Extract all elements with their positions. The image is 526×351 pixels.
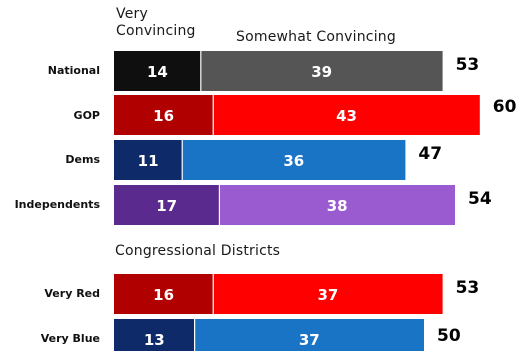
value-label-very-very-red: 16 bbox=[153, 286, 174, 304]
total-label-national: 53 bbox=[456, 55, 480, 75]
value-label-very-independents: 17 bbox=[156, 197, 177, 215]
bar-very-very-red bbox=[114, 274, 214, 314]
bar-very-dems bbox=[114, 140, 183, 180]
value-label-somewhat-independents: 38 bbox=[327, 197, 348, 215]
value-label-somewhat-gop: 43 bbox=[336, 107, 357, 125]
bar-somewhat-gop bbox=[213, 95, 480, 135]
row-label-gop: GOP bbox=[73, 109, 100, 122]
value-label-somewhat-very-blue: 37 bbox=[299, 331, 320, 349]
bar-somewhat-very-blue bbox=[194, 319, 424, 351]
value-label-somewhat-dems: 36 bbox=[283, 152, 304, 170]
bar-somewhat-independents bbox=[219, 185, 455, 225]
bar-somewhat-very-red bbox=[213, 274, 443, 314]
bar-very-gop bbox=[114, 95, 214, 135]
row-label-very-blue: Very Blue bbox=[40, 332, 100, 345]
value-label-somewhat-very-red: 37 bbox=[317, 286, 338, 304]
total-label-very-red: 53 bbox=[456, 278, 480, 298]
value-label-very-gop: 16 bbox=[153, 107, 174, 125]
row-label-dems: Dems bbox=[65, 153, 100, 166]
row-label-national: National bbox=[47, 64, 100, 77]
value-label-very-national: 14 bbox=[147, 63, 168, 81]
legend-very-line1: Very bbox=[116, 6, 148, 22]
total-label-dems: 47 bbox=[418, 144, 442, 164]
bar-very-national bbox=[114, 51, 201, 91]
row-label-very-red: Very Red bbox=[44, 287, 100, 300]
bar-somewhat-dems bbox=[182, 140, 406, 180]
value-label-very-very-blue: 13 bbox=[144, 331, 165, 349]
legend-somewhat-convincing: Somewhat Convincing bbox=[236, 29, 396, 45]
bar-somewhat-national bbox=[200, 51, 443, 91]
total-label-independents: 54 bbox=[468, 189, 492, 209]
section-label-congressional-districts: Congressional Districts bbox=[115, 243, 281, 259]
legend-very-line2: Convincing bbox=[116, 23, 196, 39]
bar-very-independents bbox=[114, 185, 220, 225]
row-label-independents: Independents bbox=[14, 198, 100, 211]
value-label-somewhat-national: 39 bbox=[311, 63, 332, 81]
legend-very-convincing: Very Convincing bbox=[116, 6, 196, 40]
bar-very-very-blue bbox=[114, 319, 195, 351]
value-label-very-dems: 11 bbox=[138, 152, 159, 170]
total-label-very-blue: 50 bbox=[437, 326, 461, 346]
total-label-gop: 60 bbox=[493, 97, 517, 117]
